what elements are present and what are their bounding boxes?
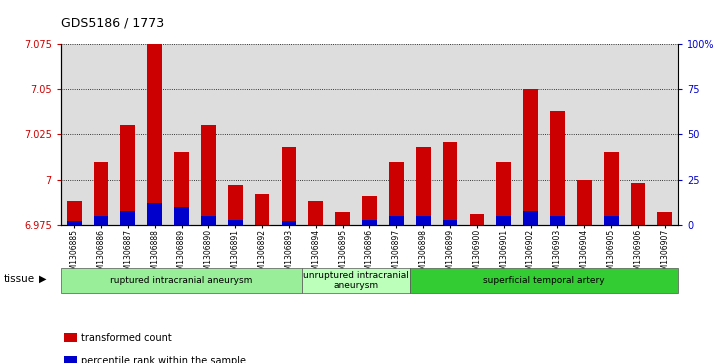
Bar [228,220,243,225]
Bar [174,207,189,225]
Text: unruptured intracranial
aneurysm: unruptured intracranial aneurysm [303,271,409,290]
Bar [201,125,216,225]
Bar [228,185,243,225]
Text: percentile rank within the sample: percentile rank within the sample [81,356,246,363]
Bar [630,183,645,225]
Text: ▶: ▶ [39,274,47,284]
Text: tissue: tissue [4,274,35,284]
Bar [362,220,377,225]
Bar [94,216,109,225]
Bar [416,216,431,225]
Bar [281,147,296,225]
Bar [121,125,135,225]
Bar [362,196,377,225]
Bar [308,201,323,225]
Bar [389,162,403,225]
Bar [174,152,189,225]
FancyBboxPatch shape [410,268,678,293]
Bar [523,89,538,225]
Bar [658,212,673,225]
Bar [201,216,216,225]
Bar [94,162,109,225]
Bar [121,211,135,225]
Text: transformed count: transformed count [81,333,172,343]
Bar [147,44,162,225]
Bar [496,162,511,225]
Bar [604,152,618,225]
Bar [66,221,81,225]
Bar [577,180,592,225]
Bar [496,216,511,225]
Bar [550,111,565,225]
FancyBboxPatch shape [302,268,410,293]
Bar [443,220,458,225]
Bar [281,221,296,225]
FancyBboxPatch shape [61,268,302,293]
Text: superficial temporal artery: superficial temporal artery [483,276,605,285]
Bar [336,212,350,225]
Bar [523,211,538,225]
Bar [147,203,162,225]
Bar [604,216,618,225]
Bar [550,216,565,225]
Text: ruptured intracranial aneurysm: ruptured intracranial aneurysm [111,276,253,285]
Bar [416,147,431,225]
Bar [255,194,269,225]
Bar [66,201,81,225]
Text: GDS5186 / 1773: GDS5186 / 1773 [61,16,164,29]
Bar [389,216,403,225]
Bar [443,142,458,225]
Bar [470,214,484,225]
